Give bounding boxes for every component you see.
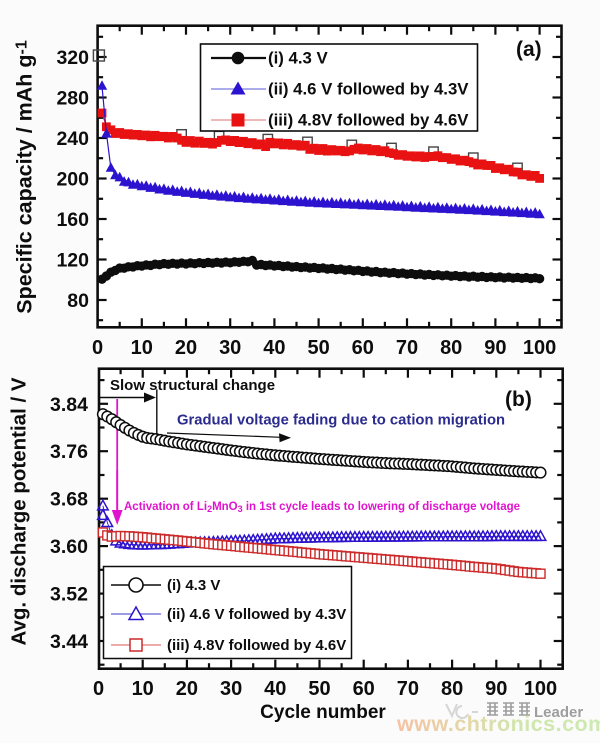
svg-text:50: 50 (307, 337, 329, 359)
svg-text:100: 100 (524, 678, 557, 700)
svg-text:60: 60 (352, 337, 374, 359)
svg-text:3.52: 3.52 (50, 584, 88, 606)
svg-text:60: 60 (353, 678, 375, 700)
svg-text:30: 30 (220, 678, 242, 700)
svg-text:100: 100 (523, 337, 556, 359)
svg-text:(iii) 4.8V followed by 4.6V: (iii) 4.8V followed by 4.6V (268, 111, 469, 130)
svg-text:240: 240 (56, 128, 89, 150)
svg-text:www.chtronics.com: www.chtronics.com (396, 712, 600, 736)
svg-text:70: 70 (396, 337, 418, 359)
svg-text:20: 20 (175, 337, 197, 359)
svg-text:(b): (b) (505, 388, 532, 411)
svg-text:80: 80 (67, 290, 89, 312)
svg-text:3.44: 3.44 (50, 631, 88, 653)
svg-text:40: 40 (264, 678, 286, 700)
svg-text:Specific capacity / mAh g-1: Specific capacity / mAh g-1 (13, 40, 37, 314)
svg-text:Cycle number: Cycle number (260, 702, 386, 723)
svg-text:90: 90 (485, 678, 507, 700)
svg-text:(ii) 4.6 V followed by 4.3V: (ii) 4.6 V followed by 4.3V (167, 606, 346, 623)
svg-text:80: 80 (440, 337, 462, 359)
svg-text:30: 30 (219, 337, 241, 359)
svg-text:10: 10 (131, 337, 153, 359)
svg-text:50: 50 (308, 678, 330, 700)
svg-text:120: 120 (56, 250, 89, 272)
svg-text:200: 200 (56, 169, 89, 191)
svg-text:20: 20 (176, 678, 198, 700)
svg-text:70: 70 (397, 678, 419, 700)
svg-text:(ii) 4.6 V followed by 4.3V: (ii) 4.6 V followed by 4.3V (268, 80, 469, 99)
svg-text:(a): (a) (516, 38, 542, 61)
svg-text:Activation of Li2MnO3 in 1st c: Activation of Li2MnO3 in 1st cycle leads… (124, 501, 520, 514)
svg-text:Slow structural change: Slow structural change (110, 377, 275, 394)
svg-text:0: 0 (93, 678, 104, 700)
svg-text:3.60: 3.60 (50, 536, 88, 558)
svg-text:10: 10 (132, 678, 154, 700)
svg-text:40: 40 (263, 337, 285, 359)
svg-text:3.76: 3.76 (50, 441, 88, 463)
svg-text:160: 160 (56, 209, 89, 231)
svg-text:3.68: 3.68 (50, 489, 88, 511)
svg-text:90: 90 (484, 337, 506, 359)
svg-text:Avg. discharge potential / V: Avg. discharge potential / V (8, 377, 31, 645)
svg-text:320: 320 (56, 47, 89, 69)
svg-text:0: 0 (92, 337, 103, 359)
svg-text:(i) 4.3 V: (i) 4.3 V (268, 49, 328, 68)
svg-text:Leader: Leader (534, 704, 583, 721)
svg-text:3.84: 3.84 (50, 394, 88, 416)
svg-text:80: 80 (441, 678, 463, 700)
svg-text:(iii) 4.8V followed by 4.6V: (iii) 4.8V followed by 4.6V (167, 637, 346, 654)
svg-text:280: 280 (56, 88, 89, 110)
svg-text:(i) 4.3 V: (i) 4.3 V (167, 577, 220, 594)
svg-text:Gradual voltage fading due to: Gradual voltage fading due to cation mig… (177, 413, 505, 429)
